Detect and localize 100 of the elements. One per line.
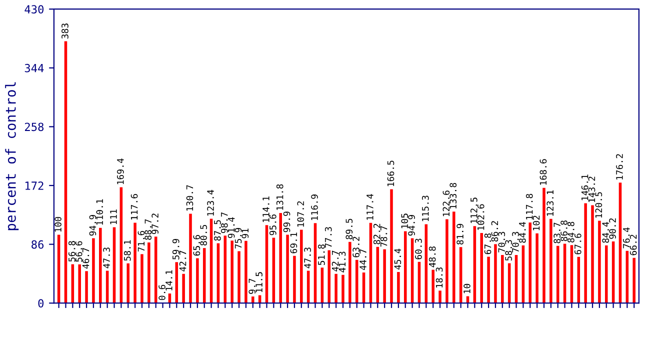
y-axis-title: percent of control — [5, 82, 19, 230]
data-label: 80.5 — [200, 224, 207, 246]
data-label: 0.6 — [158, 284, 166, 300]
data-label: 59.9 — [172, 238, 180, 260]
bar — [189, 214, 192, 304]
y-tick-label: 172 — [25, 182, 44, 190]
bar — [598, 220, 601, 304]
data-label: 45.4 — [394, 248, 402, 270]
y-tick-label: 258 — [24, 122, 44, 132]
data-label: 46.7 — [82, 248, 90, 269]
data-label: 115.3 — [422, 196, 429, 222]
data-label: 110.1 — [96, 199, 104, 225]
data-label: 69.1 — [290, 232, 298, 254]
data-label: 130.7 — [186, 185, 194, 211]
data-label: 131.8 — [276, 184, 284, 210]
data-label: 84.4 — [519, 222, 526, 243]
data-label: 56.6 — [75, 241, 82, 262]
data-label: 82.2 — [373, 224, 380, 244]
bar — [99, 228, 102, 304]
data-label: 114.1 — [262, 196, 270, 222]
data-label: 97.2 — [152, 214, 158, 234]
data-label: 111 — [110, 209, 117, 224]
bar — [175, 262, 178, 304]
data-label: 122.6 — [442, 190, 450, 216]
data-label: 41.3 — [338, 252, 346, 272]
bar — [550, 218, 552, 304]
bar — [196, 258, 199, 304]
data-label: 9.7 — [248, 278, 256, 294]
bar — [334, 274, 338, 304]
data-label: 77.3 — [324, 227, 332, 248]
bar — [140, 254, 144, 304]
data-label: 87.5 — [214, 220, 221, 241]
data-label: 14.1 — [166, 270, 172, 290]
data-label: 120.5 — [595, 192, 602, 218]
bar — [536, 233, 538, 304]
bar — [528, 222, 532, 304]
data-label: 90.2 — [609, 218, 616, 239]
data-label: 10 — [464, 284, 470, 294]
data-label: 63.2 — [352, 236, 360, 258]
bar — [480, 232, 483, 304]
bar — [78, 264, 81, 304]
data-label: 44.7 — [360, 249, 366, 270]
data-label: 66.2 — [630, 234, 637, 256]
bar — [618, 182, 622, 304]
data-label: 75.9 — [234, 228, 242, 249]
data-label: 99.9 — [283, 212, 290, 232]
bar — [57, 234, 60, 304]
bar — [604, 245, 608, 304]
data-label: 60.3 — [415, 238, 422, 260]
bar — [112, 227, 116, 304]
bar — [487, 256, 490, 304]
bar — [134, 222, 136, 304]
bar — [244, 240, 248, 304]
data-label: 94.9 — [89, 215, 96, 236]
data-label: 58.3 — [505, 240, 512, 261]
y-tick-label: 430 — [24, 5, 44, 14]
data-label: 146.1 — [581, 174, 588, 200]
data-label: 117.8 — [526, 194, 533, 220]
data-label: 94.9 — [408, 215, 415, 236]
bar — [404, 231, 407, 304]
bar — [591, 205, 594, 304]
bar — [272, 238, 276, 304]
bar — [251, 296, 254, 304]
bar — [452, 212, 456, 304]
data-label: 84.8 — [568, 222, 574, 242]
bar — [92, 238, 95, 304]
data-label: 112.5 — [470, 198, 478, 224]
data-label: 70.3 — [498, 232, 506, 252]
bar — [154, 236, 158, 304]
data-label: 117.6 — [130, 194, 138, 220]
bar — [286, 234, 289, 304]
bar — [293, 256, 296, 304]
y-tick-label: 344 — [24, 64, 44, 72]
data-label: 116.9 — [311, 194, 318, 220]
bar — [238, 251, 240, 304]
data-label: 117.4 — [366, 194, 374, 220]
y-tick-label: 0 — [38, 299, 44, 308]
data-label: 84.4 — [602, 222, 610, 243]
data-label: 56.8 — [68, 241, 76, 262]
bar — [126, 263, 130, 304]
data-label: 67.6 — [574, 234, 582, 254]
data-label: 166.5 — [387, 160, 394, 186]
data-label: 133.8 — [450, 182, 457, 208]
bar — [85, 271, 88, 304]
data-label: 18.3 — [436, 267, 443, 288]
bar — [230, 240, 234, 304]
data-label: 123.4 — [207, 190, 214, 216]
data-label: 86.8 — [560, 220, 568, 242]
bar — [314, 223, 317, 304]
bar — [410, 238, 414, 304]
bar — [342, 274, 344, 304]
data-label: 100 — [54, 216, 62, 232]
bar — [279, 212, 282, 304]
data-label: 143.2 — [588, 176, 596, 202]
bar — [265, 225, 268, 304]
data-label: 123.1 — [546, 190, 554, 216]
data-label: 47.3 — [304, 248, 311, 268]
bar — [397, 272, 400, 304]
data-label: 76.4 — [622, 228, 630, 248]
data-label: 42.7 — [332, 250, 339, 272]
